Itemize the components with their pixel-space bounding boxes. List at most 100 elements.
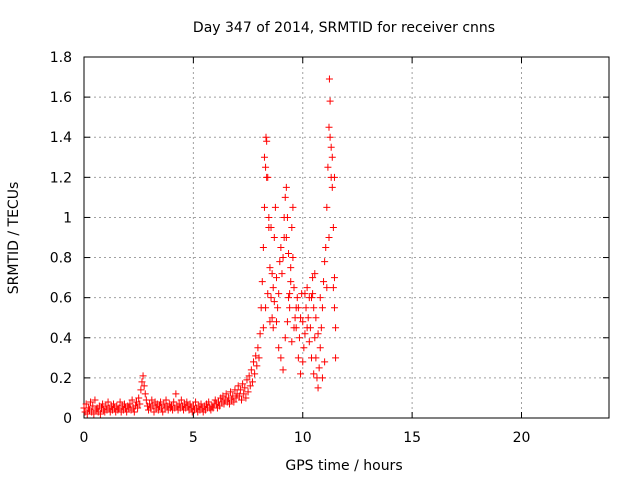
data-point — [260, 153, 268, 161]
data-points — [80, 75, 340, 418]
data-point — [328, 153, 336, 161]
data-point — [273, 274, 280, 282]
data-point — [309, 274, 317, 282]
data-point — [248, 378, 256, 386]
data-point — [274, 304, 282, 312]
data-point — [253, 362, 261, 370]
data-point — [329, 284, 337, 292]
data-point — [325, 75, 333, 83]
data-point — [295, 334, 303, 342]
data-point — [240, 390, 248, 398]
data-point — [299, 358, 307, 366]
data-point — [123, 408, 131, 416]
data-point — [326, 97, 334, 105]
data-point — [325, 234, 333, 241]
data-point — [134, 404, 142, 412]
data-point — [241, 384, 249, 392]
data-point — [301, 290, 309, 298]
data-point — [205, 398, 213, 406]
data-point — [315, 364, 323, 372]
data-point — [309, 290, 317, 298]
data-point — [235, 392, 243, 400]
data-point — [324, 163, 332, 171]
data-point — [305, 294, 313, 302]
plot-frame — [83, 56, 610, 419]
data-point — [303, 324, 311, 332]
data-point — [266, 318, 274, 326]
data-point — [273, 318, 280, 326]
data-point — [262, 163, 270, 171]
data-point — [290, 324, 298, 332]
data-point — [330, 274, 338, 282]
data-point — [328, 183, 336, 191]
data-point — [329, 223, 337, 231]
y-tick-label: 1.2 — [50, 170, 72, 186]
x-tick-label: 15 — [403, 430, 421, 446]
data-point — [236, 386, 244, 394]
data-point — [287, 278, 295, 286]
x-tick-label: 0 — [80, 430, 89, 446]
data-point — [283, 318, 291, 326]
data-point — [254, 344, 262, 352]
data-point — [91, 396, 99, 404]
data-point — [130, 408, 138, 416]
data-point — [300, 344, 308, 352]
chart-title: Day 347 of 2014, SRMTID for receiver cnn… — [193, 20, 495, 36]
y-tick-label: 1.8 — [50, 50, 72, 66]
data-point — [311, 270, 319, 278]
data-point — [304, 314, 312, 322]
data-point — [286, 304, 294, 312]
data-point — [282, 234, 290, 241]
data-point — [259, 244, 267, 252]
data-point — [89, 402, 97, 410]
data-point — [265, 213, 273, 221]
data-point — [267, 223, 275, 231]
data-point — [137, 386, 145, 394]
data-point — [302, 304, 310, 312]
data-point — [192, 398, 200, 406]
data-point — [297, 314, 305, 322]
data-point — [286, 290, 294, 298]
data-point — [264, 290, 272, 298]
data-point — [267, 294, 275, 302]
data-point — [128, 396, 136, 404]
data-point — [314, 330, 322, 338]
data-point — [311, 334, 319, 342]
data-point — [321, 258, 329, 266]
y-tick-label: 1.6 — [50, 90, 72, 106]
data-point — [247, 366, 255, 374]
data-point — [270, 298, 278, 306]
data-point — [277, 244, 285, 252]
data-point — [321, 358, 329, 366]
data-point — [245, 372, 253, 380]
data-point — [294, 354, 302, 362]
data-point — [332, 324, 340, 332]
data-point — [246, 382, 254, 390]
data-point — [104, 398, 112, 406]
data-point — [259, 324, 267, 332]
x-tick-label: 10 — [294, 430, 312, 446]
data-point — [82, 400, 90, 408]
data-point — [330, 304, 338, 312]
data-point — [116, 398, 124, 406]
data-point — [293, 294, 301, 302]
data-point — [326, 133, 334, 141]
data-point — [268, 270, 276, 278]
data-point — [242, 394, 250, 402]
data-point — [227, 388, 235, 396]
data-point — [87, 398, 95, 406]
data-point — [279, 254, 287, 262]
data-point — [258, 278, 266, 286]
data-point — [159, 408, 167, 416]
data-point — [262, 133, 270, 141]
data-point — [216, 402, 224, 410]
y-tick-label: 0 — [63, 411, 72, 427]
data-point — [322, 244, 330, 252]
data-point — [271, 203, 279, 211]
data-point — [225, 400, 233, 408]
data-point — [285, 294, 293, 302]
data-point — [297, 370, 305, 378]
data-point — [268, 314, 276, 322]
data-point — [238, 396, 245, 404]
